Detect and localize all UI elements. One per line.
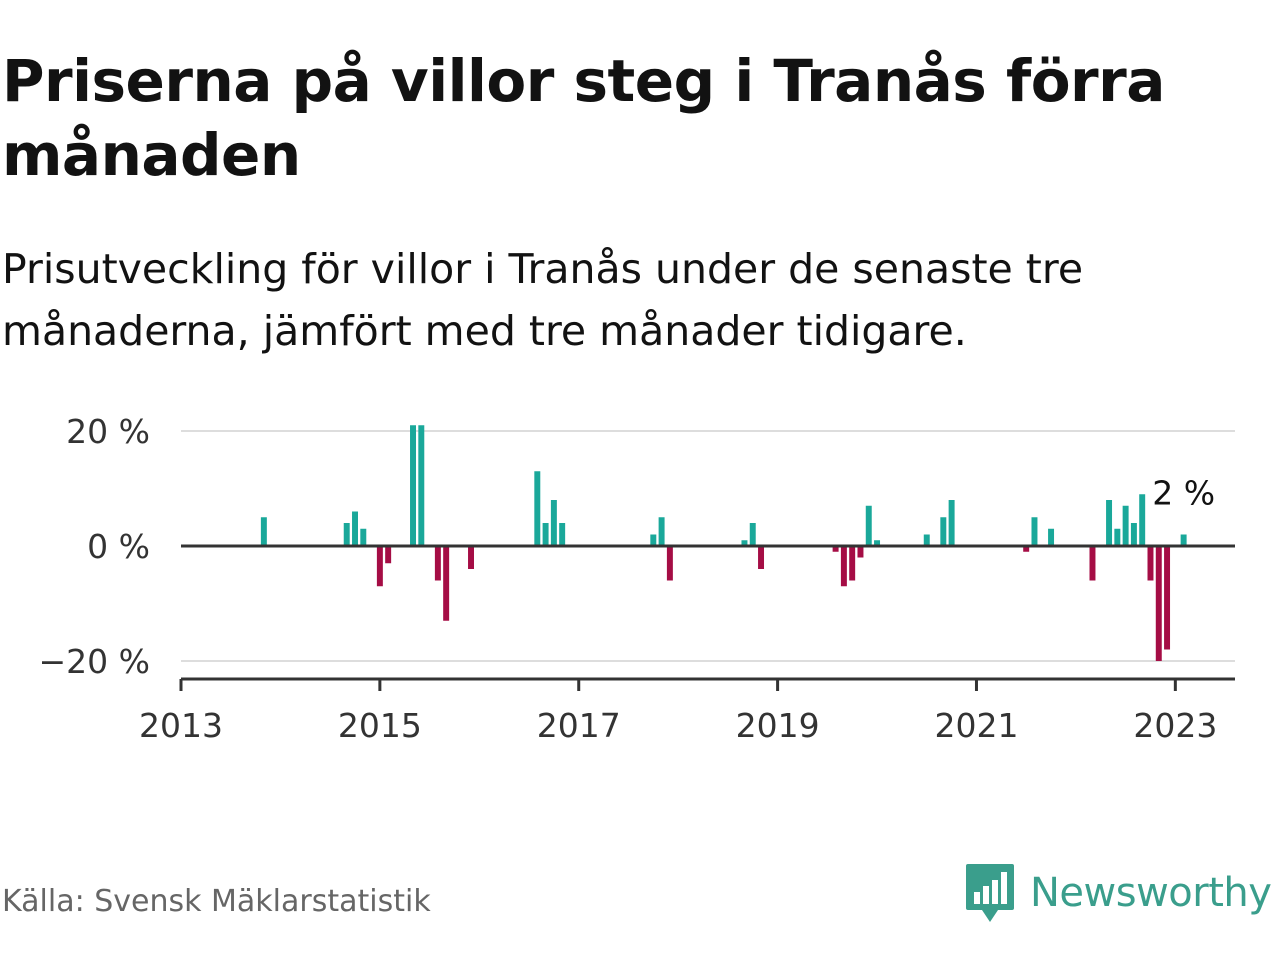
bar [418, 425, 425, 546]
bar [832, 546, 839, 552]
x-tick-label: 2019 [736, 706, 820, 745]
bar [1023, 546, 1030, 552]
bar [352, 511, 358, 546]
bar [923, 534, 930, 546]
bar [1139, 494, 1146, 546]
axes [181, 544, 1235, 681]
x-tick-label: 2015 [338, 706, 422, 745]
bar [666, 546, 673, 581]
bar [343, 523, 350, 546]
x-tick-label: 2017 [537, 706, 621, 745]
x-tick-label: 2023 [1133, 706, 1217, 745]
bars [260, 425, 1187, 661]
grid-lines [181, 430, 1235, 662]
x-axis-ticks: 2013 2015 2017 2019 2021 2023 [139, 679, 1217, 745]
bar [443, 546, 450, 621]
bar [840, 546, 847, 587]
bar [1147, 546, 1154, 581]
bar [758, 546, 765, 569]
bar [658, 517, 665, 546]
bar [1048, 528, 1055, 546]
bar [874, 540, 881, 546]
bar [1122, 505, 1129, 546]
latest-value-label: 2 % [1152, 474, 1215, 513]
bar [857, 546, 864, 558]
bar [542, 523, 549, 546]
chart-subtitle: Prisutveckling för villor i Tranås under… [2, 245, 1084, 355]
bar [1031, 517, 1038, 546]
newsworthy-logo-icon [966, 864, 1014, 922]
bar-chart: 20 % 0 % −20 % 2013 2015 2017 2019 2021 2023 2 … [39, 412, 1235, 745]
bar [1155, 546, 1162, 661]
y-axis-ticks: 20 % 0 % −20 % [39, 412, 151, 681]
bar [410, 425, 416, 546]
bar [1130, 523, 1137, 546]
bar [1164, 546, 1171, 650]
bar [260, 517, 267, 546]
y-tick-label: 20 % [66, 412, 150, 451]
bar [1106, 500, 1113, 546]
bar [1180, 534, 1187, 546]
bar [385, 546, 392, 564]
bar [434, 546, 441, 581]
bar [360, 528, 367, 546]
bar [849, 546, 856, 581]
x-tick-label: 2013 [139, 706, 223, 745]
bar [940, 517, 947, 546]
brand-logo: Newsworthy [964, 862, 1272, 924]
chart-title: Priserna på villor steg i Tranås förra m… [2, 47, 1165, 189]
bar [468, 546, 474, 569]
bar [534, 471, 541, 546]
brand-name: Newsworthy [1030, 870, 1272, 916]
bar [1089, 546, 1096, 581]
bar [1114, 528, 1121, 546]
bar [865, 505, 872, 546]
bar [376, 546, 383, 587]
bar [741, 540, 748, 546]
data-labels: 2 % [1152, 474, 1215, 513]
bar [550, 500, 557, 546]
source-note: Källa: Svensk Mäklarstatistik [2, 884, 431, 919]
y-tick-label: 0 % [87, 527, 150, 566]
bar [749, 523, 756, 546]
bar [650, 534, 657, 546]
y-tick-label: −20 % [39, 642, 151, 681]
bar [559, 523, 566, 546]
x-tick-label: 2021 [934, 706, 1018, 745]
bar [948, 500, 955, 546]
